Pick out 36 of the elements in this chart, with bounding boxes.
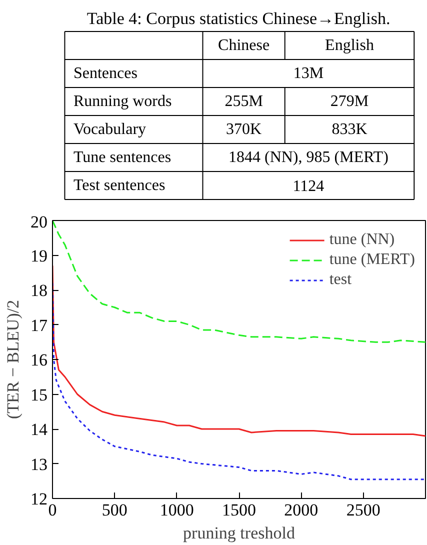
y-tick-label: 14 xyxy=(30,420,48,439)
y-tick-label: 17 xyxy=(30,316,48,335)
legend-label: test xyxy=(329,271,352,289)
y-tick-label: 13 xyxy=(30,454,48,474)
text: 13M xyxy=(293,65,324,82)
category-label: English xyxy=(325,37,374,54)
x-tick-label: 1000 xyxy=(160,500,194,520)
y-tick-label: 19 xyxy=(30,246,48,266)
category-label: Vocabulary xyxy=(73,121,146,138)
x-tick-label: 1500 xyxy=(222,500,256,520)
y-tick-label: 20 xyxy=(30,212,48,232)
text: Table 4: Corpus statistics Chinese→English. xyxy=(86,9,390,28)
legend-label: tune (MERT) xyxy=(329,251,415,269)
y-tick-label: 15 xyxy=(30,385,48,404)
text: 279M xyxy=(330,93,369,110)
category-label: Sentences xyxy=(73,65,138,82)
x-tick-label: 500 xyxy=(102,500,128,520)
category-label: Chinese xyxy=(218,37,270,54)
y-tick-label: 18 xyxy=(30,281,48,300)
y-tick-label: 16 xyxy=(30,350,48,370)
x-tick-label: 0 xyxy=(48,500,57,520)
x-tick-label: 2500 xyxy=(346,500,380,520)
legend-label: tune (NN) xyxy=(329,231,395,249)
category-label: Tune sentences xyxy=(73,149,172,166)
text: 255M xyxy=(224,93,263,110)
x-tick-label: 2000 xyxy=(284,500,318,520)
y-axis-title: (TER − BLEU)/2 xyxy=(4,300,22,420)
text: 833K xyxy=(332,121,368,138)
text: 1124 xyxy=(292,178,324,195)
y-tick-label: 12 xyxy=(30,490,48,508)
text: 1844 (NN), 985 (MERT) xyxy=(228,149,388,166)
line-series xyxy=(52,220,426,343)
category-label: Running words xyxy=(73,93,172,110)
text: 370K xyxy=(226,121,262,138)
category-label: Test sentences xyxy=(73,177,166,194)
x-axis-title: pruning treshold xyxy=(183,524,296,542)
